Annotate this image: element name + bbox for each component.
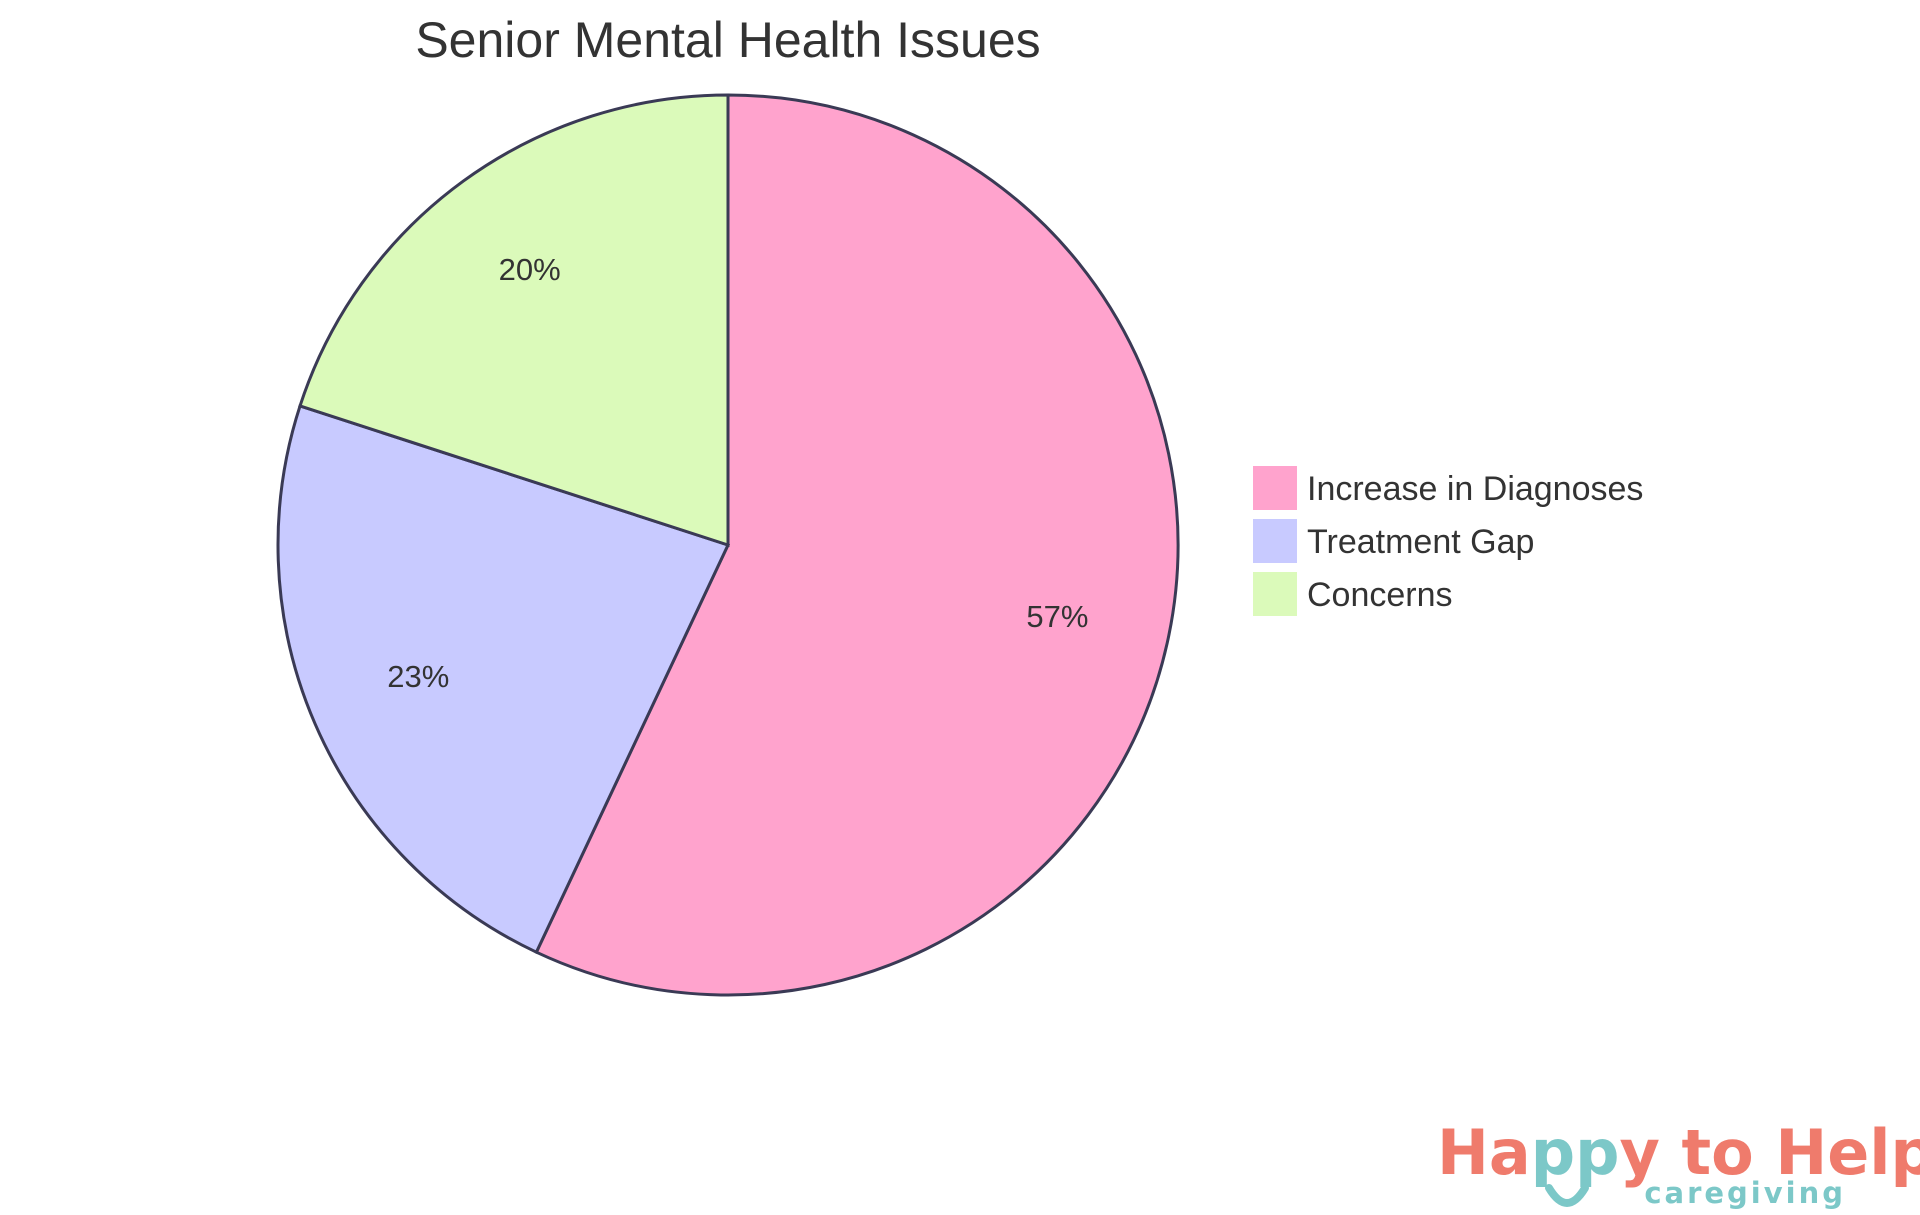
logo-text-part1: Ha xyxy=(1437,1116,1531,1189)
slice-percent-label: 57% xyxy=(1026,599,1088,634)
brand-logo: Happy to Help caregiving xyxy=(1437,1116,1920,1210)
logo-subtitle: caregiving xyxy=(1644,1176,1846,1210)
logo-smile-icon xyxy=(1545,1184,1589,1207)
legend-label: Increase in Diagnoses xyxy=(1307,470,1643,508)
legend-label: Treatment Gap xyxy=(1307,523,1534,561)
logo-text-part3: y to Help xyxy=(1620,1116,1920,1189)
legend-label: Concerns xyxy=(1307,576,1453,614)
legend: Increase in Diagnoses Treatment Gap Concer… xyxy=(1253,466,1643,616)
pie-slice-treatment-gap xyxy=(276,404,731,955)
pie-slice-concerns xyxy=(298,93,730,548)
slice-percent-label: 20% xyxy=(499,252,561,287)
chart-title: Senior Mental Health Issues xyxy=(415,12,1040,68)
pie-slice-increase-in-diagnoses xyxy=(534,93,1180,997)
svg-text:Happy to Help: Happy to Help xyxy=(1437,1116,1920,1189)
legend-swatch xyxy=(1253,519,1297,563)
logo-text-part2: pp xyxy=(1531,1116,1620,1189)
legend-swatch xyxy=(1253,572,1297,616)
pie-slice-labels: 57% 23% 20% xyxy=(387,252,1088,694)
pie-slices xyxy=(276,93,1180,997)
slice-percent-label: 23% xyxy=(387,659,449,694)
legend-swatch xyxy=(1253,466,1297,510)
